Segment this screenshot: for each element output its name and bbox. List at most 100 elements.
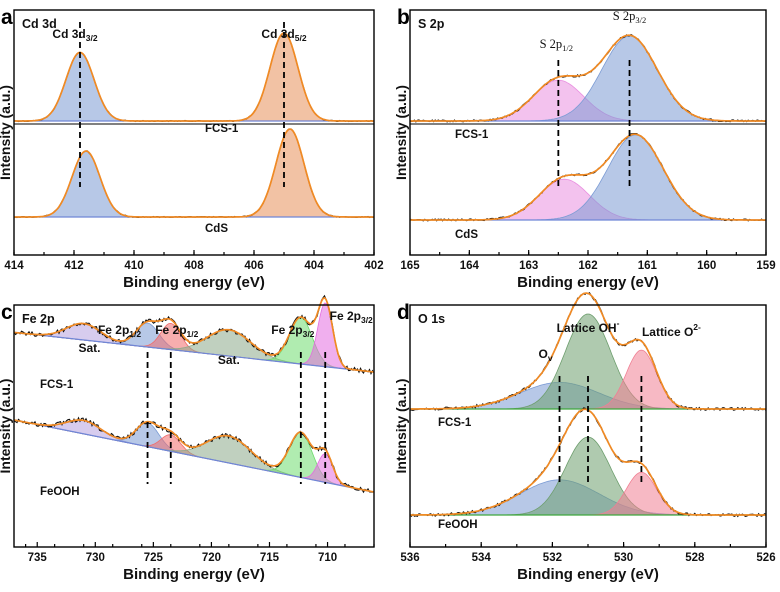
x-tick-label: 710: [318, 552, 337, 564]
peak-label-main: Cd 3d: [52, 27, 85, 41]
x-tick-label: 410: [124, 260, 143, 272]
series-cds: [409, 133, 767, 222]
peak-label: Fe 2p1/2: [155, 323, 198, 339]
x-tick-label: 412: [64, 260, 83, 272]
x-tick-label: 159: [756, 260, 775, 272]
peak-label-main: Fe 2p: [98, 323, 129, 337]
panel-title: Cd 3d: [22, 17, 57, 31]
x-tick-label: 532: [543, 552, 562, 564]
peak-label-script: 1/2: [187, 329, 199, 339]
peak-label-script: 2-: [693, 322, 701, 332]
sample-label: CdS: [205, 223, 228, 235]
peak-label-main: O: [538, 347, 547, 361]
peak-label-script: 5/2: [295, 33, 307, 43]
panel-title: Fe 2p: [22, 312, 55, 326]
x-tick-label: 162: [578, 260, 597, 272]
panel-title: S 2p: [418, 17, 445, 31]
peak-label: Lattice OH-: [557, 318, 620, 335]
series-fcs-1: [409, 33, 767, 123]
x-tick-label: 406: [244, 260, 263, 272]
peak-label-script: v: [548, 353, 553, 363]
peak-label-script: 1/2: [129, 329, 141, 339]
plot-frame: [13, 9, 375, 256]
series-fcs-1: [13, 32, 375, 123]
annotation-sat: Sat.: [78, 341, 100, 355]
peak-label: Lattice O2-: [642, 322, 701, 339]
peak-label-main: Cd 3d: [261, 27, 294, 41]
peak-label-main: S 2p: [540, 37, 563, 51]
peak-label-main: Fe 2p: [271, 323, 302, 337]
sample-label: FCS-1: [455, 129, 489, 141]
peak-label: S 2p1/2: [540, 37, 573, 53]
panel-letter: a: [1, 6, 13, 29]
x-tick-label: 165: [400, 260, 420, 272]
x-tick-label: 536: [400, 552, 419, 564]
sample-label: CdS: [455, 229, 478, 241]
series-feooh: [13, 416, 375, 494]
fit-envelope: [14, 32, 374, 122]
panel-letter: c: [1, 301, 13, 324]
x-axis-label: Binding energy (eV): [517, 274, 659, 291]
panel-letter: b: [397, 6, 410, 29]
baseline: [14, 419, 374, 493]
peak-label-main: Lattice OH: [557, 321, 617, 335]
x-tick-label: 526: [756, 552, 775, 564]
x-tick-label: 414: [4, 260, 24, 272]
x-tick-label: 715: [260, 552, 280, 564]
fit-envelope: [410, 34, 766, 122]
x-tick-label: 161: [638, 260, 658, 272]
peak-label-script: 3/2: [86, 33, 98, 43]
x-tick-label: 164: [460, 260, 480, 272]
series-cds: [13, 128, 374, 219]
peak-label: Fe 2p3/2: [271, 323, 314, 339]
baseline: [14, 331, 374, 373]
peak-label-script: 3/2: [635, 15, 646, 25]
peak-label-main: Fe 2p: [155, 323, 186, 337]
x-tick-label: 720: [202, 552, 221, 564]
x-tick-label: 530: [614, 552, 633, 564]
peak-label: Cd 3d3/2: [52, 27, 97, 43]
panel-title: O 1s: [418, 312, 445, 326]
peak-label: Ov: [538, 347, 552, 363]
sample-label: FCS-1: [40, 379, 74, 391]
sample-label: FCS-1: [438, 417, 472, 429]
x-tick-label: 730: [86, 552, 105, 564]
x-tick-label: 534: [472, 552, 492, 564]
x-tick-label: 408: [184, 260, 204, 272]
series-fcs-1: [409, 292, 767, 412]
sample-label: FeOOH: [438, 519, 478, 531]
x-tick-label: 160: [697, 260, 716, 272]
peak-label-main: S 2p: [613, 9, 636, 23]
y-axis-label: Intensity (a.u.): [0, 85, 13, 180]
panel-d: FCS-1 FeOOH Ov Lattice OH- Lattice O2- 536 534…: [393, 292, 776, 583]
peak-label-script: 3/2: [303, 329, 315, 339]
fit-envelope: [13, 419, 375, 493]
plot-frame: [13, 304, 375, 548]
panel-letter: d: [397, 301, 410, 324]
x-tick-label: 735: [28, 552, 48, 564]
y-axis-label: Intensity (a.u.): [0, 379, 13, 474]
peak-label: S 2p3/2: [613, 9, 646, 25]
x-tick-label: 528: [685, 552, 705, 564]
peak-label: Cd 3d5/2: [261, 27, 306, 43]
y-axis-label: Intensity (a.u.): [393, 85, 409, 180]
peak-label: Fe 2p3/2: [330, 309, 373, 325]
x-tick-label: 725: [144, 552, 164, 564]
fit-envelope: [410, 133, 766, 221]
peak-label: Fe 2p1/2: [98, 323, 141, 339]
fit-component-1: [410, 35, 766, 122]
annotation-sat: Sat.: [218, 353, 240, 367]
x-tick-label: 404: [304, 260, 324, 272]
fit-envelope: [14, 128, 374, 218]
fit-envelope: [13, 296, 375, 373]
x-tick-label: 402: [364, 260, 383, 272]
fit-component-0: [14, 51, 374, 122]
fit-component-1: [410, 134, 766, 221]
x-axis-label: Binding energy (eV): [123, 566, 265, 583]
sample-label: FeOOH: [40, 486, 80, 498]
x-axis-label: Binding energy (eV): [123, 274, 265, 291]
y-axis-label: Intensity (a.u.): [393, 379, 409, 474]
fit-envelope: [410, 292, 766, 410]
